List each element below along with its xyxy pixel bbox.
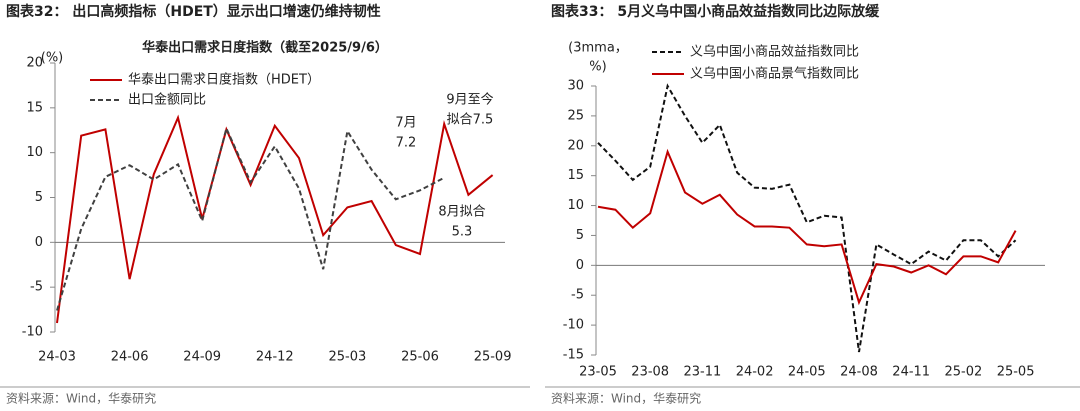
legend-label: 义乌中国小商品效益指数同比 (690, 44, 859, 60)
chart-title: 华泰出口需求日度指数（截至2025/9/6） (142, 40, 388, 56)
annotation: 拟合7.5 (447, 113, 494, 128)
y-tick-label: 5 (35, 190, 43, 205)
x-tick-label: 24-12 (256, 350, 294, 365)
y-axis-label: %) (589, 60, 606, 75)
annotation: 8月拟合 (438, 205, 485, 220)
series-line (597, 148, 1017, 306)
y-tick-label: 0 (35, 235, 43, 250)
annotation: 9月至今 (446, 92, 493, 108)
y-axis-label: (3mma， (568, 41, 628, 56)
x-tick-label: 24-11 (892, 365, 930, 380)
x-tick-label: 23-08 (631, 365, 669, 380)
x-tick-label: 25-02 (945, 365, 983, 380)
y-tick-label: 10 (567, 198, 584, 213)
x-tick-label: 24-02 (736, 365, 774, 380)
x-tick-label: 24-06 (111, 350, 149, 365)
series-line (597, 83, 1017, 353)
y-tick-label: -10 (22, 325, 43, 340)
y-tick-label: 10 (26, 145, 43, 160)
x-tick-label: 25-09 (474, 350, 512, 365)
legend-label: 义乌中国小商品景气指数同比 (690, 66, 859, 82)
legend-label: 华泰出口需求日度指数（HDET） (128, 72, 320, 88)
y-tick-label: 15 (567, 168, 584, 183)
x-tick-label: 23-05 (579, 365, 617, 380)
source: 资料来源：Wind，华泰研究 (551, 391, 701, 406)
y-tick-label: 25 (567, 108, 584, 123)
y-tick-label: -15 (563, 348, 584, 363)
y-tick-label: 0 (576, 258, 584, 273)
y-tick-label: 30 (567, 79, 584, 94)
x-tick-label: 24-03 (38, 350, 76, 365)
x-tick-label: 24-09 (183, 350, 221, 365)
header: 图表33： 5月义乌中国小商品效益指数同比边际放缓 (551, 3, 880, 20)
series-line (56, 114, 494, 324)
x-tick-label: 24-05 (788, 365, 826, 380)
y-axis-label: (%) (41, 51, 64, 66)
x-tick-label: 25-05 (997, 365, 1035, 380)
y-tick-label: 15 (26, 100, 43, 115)
y-tick-label: -10 (563, 318, 584, 333)
y-tick-label: 20 (567, 138, 584, 153)
y-tick-label: -5 (30, 280, 43, 295)
source: 资料来源：Wind，华泰研究 (6, 391, 156, 406)
x-tick-label: 25-03 (329, 350, 367, 365)
x-tick-label: 23-11 (684, 365, 722, 380)
x-tick-label: 24-08 (840, 365, 878, 380)
y-tick-label: 5 (576, 228, 584, 243)
y-tick-label: -5 (571, 288, 584, 303)
legend-label: 出口金额同比 (128, 92, 206, 108)
y-tick-label: 20 (26, 56, 43, 71)
annotation: 7月 (395, 116, 416, 131)
header: 图表32： 出口高频指标（HDET）显示出口增速仍维持韧性 (6, 3, 381, 20)
x-tick-label: 25-06 (401, 350, 439, 365)
series-line (56, 125, 445, 311)
annotation: 5.3 (452, 225, 473, 240)
annotation: 7.2 (396, 136, 417, 151)
